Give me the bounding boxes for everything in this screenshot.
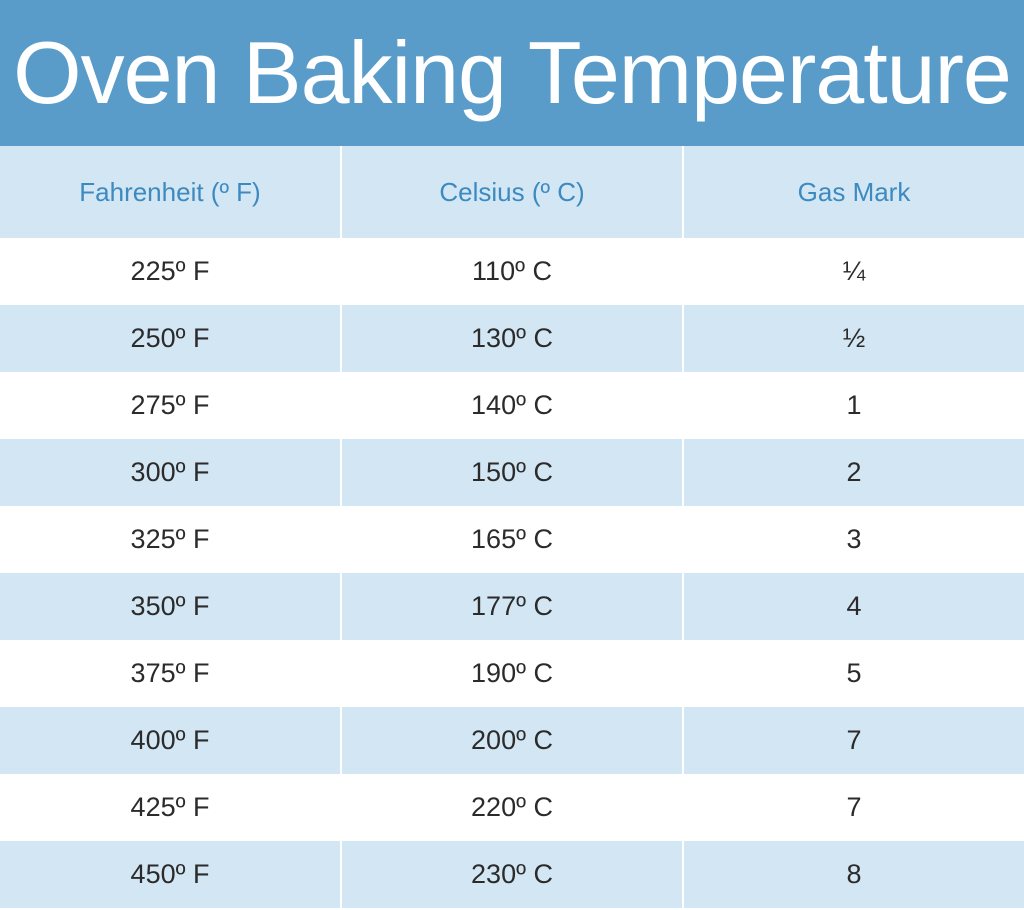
table-cell: 220º C xyxy=(340,774,682,841)
table-body: 225º F110º C¼250º F130º C½275º F140º C13… xyxy=(0,238,1024,908)
table-cell: 8 xyxy=(682,841,1024,908)
table-cell: 165º C xyxy=(340,506,682,573)
title-banner: Oven Baking Temperature xyxy=(0,0,1024,146)
table-cell: 225º F xyxy=(0,238,340,305)
table-cell: 200º C xyxy=(340,707,682,774)
table-cell: 190º C xyxy=(340,640,682,707)
table-cell: 230º C xyxy=(340,841,682,908)
table-row: 350º F177º C4 xyxy=(0,573,1024,640)
column-header-celsius: Celsius (º C) xyxy=(340,146,682,238)
table-cell: 4 xyxy=(682,573,1024,640)
table-cell: 2 xyxy=(682,439,1024,506)
table-cell: 350º F xyxy=(0,573,340,640)
table-cell: 110º C xyxy=(340,238,682,305)
table-row: 275º F140º C1 xyxy=(0,372,1024,439)
table-cell: ¼ xyxy=(682,238,1024,305)
table-row: 450º F230º C8 xyxy=(0,841,1024,908)
table-cell: 7 xyxy=(682,774,1024,841)
page-title: Oven Baking Temperature xyxy=(13,22,1011,124)
table-cell: 1 xyxy=(682,372,1024,439)
table-cell: 425º F xyxy=(0,774,340,841)
column-header-gasmark: Gas Mark xyxy=(682,146,1024,238)
table-cell: 250º F xyxy=(0,305,340,372)
page-container: Oven Baking Temperature Fahrenheit (º F)… xyxy=(0,0,1024,910)
table-cell: 7 xyxy=(682,707,1024,774)
temperature-table: Fahrenheit (º F) Celsius (º C) Gas Mark … xyxy=(0,146,1024,908)
table-cell: 325º F xyxy=(0,506,340,573)
table-cell: 3 xyxy=(682,506,1024,573)
table-cell: 140º C xyxy=(340,372,682,439)
table-row: 400º F200º C7 xyxy=(0,707,1024,774)
table-row: 250º F130º C½ xyxy=(0,305,1024,372)
table-cell: 150º C xyxy=(340,439,682,506)
table-cell: 275º F xyxy=(0,372,340,439)
table-cell: 450º F xyxy=(0,841,340,908)
table-row: 300º F150º C2 xyxy=(0,439,1024,506)
table-row: 375º F190º C5 xyxy=(0,640,1024,707)
column-header-fahrenheit: Fahrenheit (º F) xyxy=(0,146,340,238)
table-cell: 177º C xyxy=(340,573,682,640)
table-cell: 400º F xyxy=(0,707,340,774)
table-cell: 5 xyxy=(682,640,1024,707)
table-row: 225º F110º C¼ xyxy=(0,238,1024,305)
table-row: 425º F220º C7 xyxy=(0,774,1024,841)
table-header-row: Fahrenheit (º F) Celsius (º C) Gas Mark xyxy=(0,146,1024,238)
table-cell: 300º F xyxy=(0,439,340,506)
table-row: 325º F165º C3 xyxy=(0,506,1024,573)
table-cell: 130º C xyxy=(340,305,682,372)
table-cell: 375º F xyxy=(0,640,340,707)
table-cell: ½ xyxy=(682,305,1024,372)
